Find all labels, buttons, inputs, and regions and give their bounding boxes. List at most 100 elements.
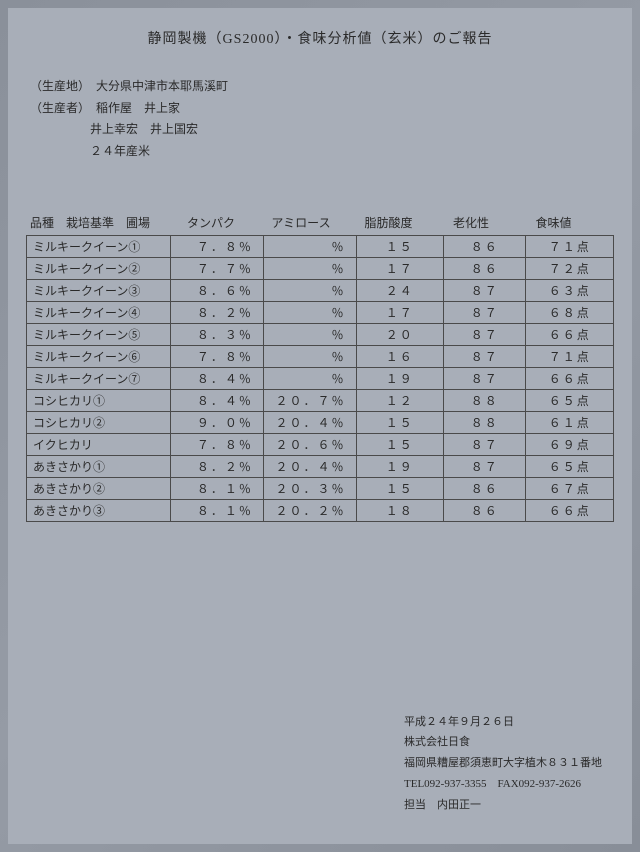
year-line: ２４年産米 — [90, 141, 614, 163]
cell-fat-acid: １９ — [356, 368, 444, 390]
footer-company: 株式会社日食 — [404, 732, 602, 753]
cell-aging: ８７ — [444, 434, 526, 456]
table-row: あきさかり②８．１％２０．３％１５８６６７点 — [27, 478, 614, 500]
cell-fat-acid: １５ — [356, 412, 444, 434]
cell-aging: ８６ — [444, 500, 526, 522]
table-row: コシヒカリ②９．０％２０．４％１５８８６１点 — [27, 412, 614, 434]
cell-protein: ７．８％ — [171, 236, 264, 258]
cell-variety: あきさかり③ — [27, 500, 171, 522]
cell-amylose: ％ — [263, 280, 356, 302]
table-row: あきさかり①８．２％２０．４％１９８７６５点 — [27, 456, 614, 478]
cell-aging: ８７ — [444, 456, 526, 478]
header-variety: 品種 栽培基準 圃場 — [26, 214, 166, 231]
cell-aging: ８８ — [444, 390, 526, 412]
cell-taste: ６７点 — [526, 478, 614, 500]
cell-taste: ６１点 — [526, 412, 614, 434]
footer-contact: TEL092-937-3355 FAX092-937-2626 — [404, 774, 602, 795]
cell-fat-acid: １５ — [356, 434, 444, 456]
table-row: ミルキークイーン⑤８．３％％２０８７６６点 — [27, 324, 614, 346]
cell-amylose: ％ — [263, 368, 356, 390]
producer-value: 稲作屋 井上家 — [96, 98, 180, 120]
cell-taste: ６５点 — [526, 456, 614, 478]
cell-aging: ８６ — [444, 258, 526, 280]
cell-amylose: ２０．４％ — [263, 412, 356, 434]
cell-fat-acid: １２ — [356, 390, 444, 412]
cell-taste: ７１点 — [526, 346, 614, 368]
cell-fat-acid: １９ — [356, 456, 444, 478]
cell-variety: ミルキークイーン⑤ — [27, 324, 171, 346]
cell-taste: ６６点 — [526, 324, 614, 346]
cell-amylose: ２０．２％ — [263, 500, 356, 522]
cell-fat-acid: １７ — [356, 302, 444, 324]
table-row: ミルキークイーン⑥７．８％％１６８７７１点 — [27, 346, 614, 368]
cell-protein: ９．０％ — [171, 412, 264, 434]
cell-amylose: ％ — [263, 302, 356, 324]
table-row: あきさかり③８．１％２０．２％１８８６６６点 — [27, 500, 614, 522]
cell-fat-acid: １６ — [356, 346, 444, 368]
cell-taste: ６６点 — [526, 368, 614, 390]
cell-protein: ８．１％ — [171, 478, 264, 500]
cell-amylose: ２０．７％ — [263, 390, 356, 412]
cell-protein: ８．３％ — [171, 324, 264, 346]
header-aging: 老化性 — [431, 214, 511, 231]
table-row: ミルキークイーン⑦８．４％％１９８７６６点 — [27, 368, 614, 390]
footer-person: 担当 内田正一 — [404, 795, 602, 816]
cell-variety: ミルキークイーン① — [27, 236, 171, 258]
table-row: コシヒカリ①８．４％２０．７％１２８８６５点 — [27, 390, 614, 412]
cell-amylose: ％ — [263, 258, 356, 280]
cell-protein: ８．２％ — [171, 456, 264, 478]
header-protein: タンパク — [166, 214, 256, 231]
meta-block: （生産地） 大分県中津市本耶馬溪町 （生産者） 稲作屋 井上家 井上幸宏 井上国… — [30, 76, 614, 162]
cell-aging: ８７ — [444, 280, 526, 302]
cell-taste: ６９点 — [526, 434, 614, 456]
cell-taste: ６６点 — [526, 500, 614, 522]
cell-variety: あきさかり① — [27, 456, 171, 478]
cell-amylose: ％ — [263, 324, 356, 346]
document-page: 静岡製機（GS2000）・食味分析値（玄米）のご報告 （生産地） 大分県中津市本… — [8, 8, 632, 844]
cell-amylose: ％ — [263, 346, 356, 368]
cell-variety: ミルキークイーン③ — [27, 280, 171, 302]
cell-aging: ８７ — [444, 368, 526, 390]
producer-label: （生産者） — [30, 98, 90, 120]
analysis-table: ミルキークイーン①７．８％％１５８６７１点ミルキークイーン②７．７％％１７８６７… — [26, 235, 614, 522]
header-amylose: アミロース — [256, 214, 346, 231]
table-headers: 品種 栽培基準 圃場 タンパク アミロース 脂肪酸度 老化性 食味値 — [26, 214, 614, 231]
cell-taste: ７２点 — [526, 258, 614, 280]
footer-block: 平成２４年９月２６日 株式会社日食 福岡県糟屋郡須恵町大字植木８３１番地 TEL… — [404, 712, 602, 816]
cell-fat-acid: １５ — [356, 478, 444, 500]
cell-aging: ８６ — [444, 236, 526, 258]
cell-protein: ８．６％ — [171, 280, 264, 302]
cell-taste: ７１点 — [526, 236, 614, 258]
cell-variety: あきさかり② — [27, 478, 171, 500]
cell-protein: ７．７％ — [171, 258, 264, 280]
cell-aging: ８７ — [444, 302, 526, 324]
table-row: イクヒカリ７．８％２０．６％１５８７６９点 — [27, 434, 614, 456]
cell-amylose: ２０．６％ — [263, 434, 356, 456]
origin-label: （生産地） — [30, 76, 90, 98]
cell-protein: ８．２％ — [171, 302, 264, 324]
cell-variety: ミルキークイーン④ — [27, 302, 171, 324]
cell-taste: ６８点 — [526, 302, 614, 324]
origin-value: 大分県中津市本耶馬溪町 — [96, 76, 228, 98]
cell-amylose: ２０．３％ — [263, 478, 356, 500]
cell-variety: コシヒカリ② — [27, 412, 171, 434]
cell-protein: ８．４％ — [171, 390, 264, 412]
cell-fat-acid: ２４ — [356, 280, 444, 302]
cell-taste: ６３点 — [526, 280, 614, 302]
cell-taste: ６５点 — [526, 390, 614, 412]
cell-aging: ８８ — [444, 412, 526, 434]
cell-fat-acid: １７ — [356, 258, 444, 280]
cell-variety: ミルキークイーン⑥ — [27, 346, 171, 368]
header-fat-acid: 脂肪酸度 — [346, 214, 431, 231]
cell-variety: イクヒカリ — [27, 434, 171, 456]
cell-protein: ７．８％ — [171, 434, 264, 456]
cell-variety: ミルキークイーン⑦ — [27, 368, 171, 390]
cell-aging: ８７ — [444, 346, 526, 368]
cell-aging: ８７ — [444, 324, 526, 346]
cell-fat-acid: ２０ — [356, 324, 444, 346]
cell-amylose: ２０．４％ — [263, 456, 356, 478]
table-row: ミルキークイーン④８．２％％１７８７６８点 — [27, 302, 614, 324]
header-taste: 食味値 — [511, 214, 596, 231]
cell-amylose: ％ — [263, 236, 356, 258]
report-title: 静岡製機（GS2000）・食味分析値（玄米）のご報告 — [26, 28, 614, 48]
